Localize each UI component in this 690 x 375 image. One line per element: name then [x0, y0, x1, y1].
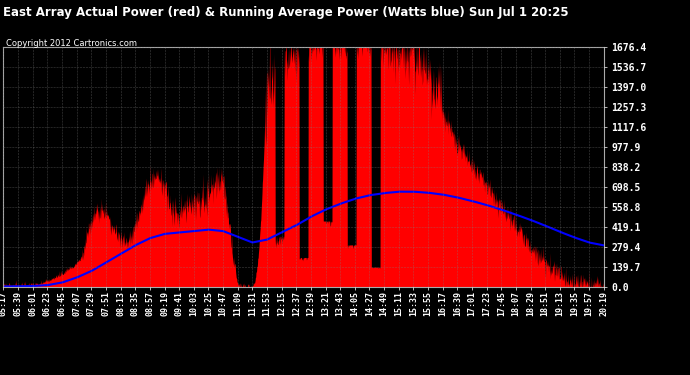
- Text: East Array Actual Power (red) & Running Average Power (Watts blue) Sun Jul 1 20:: East Array Actual Power (red) & Running …: [3, 6, 569, 19]
- Text: Copyright 2012 Cartronics.com: Copyright 2012 Cartronics.com: [6, 39, 137, 48]
